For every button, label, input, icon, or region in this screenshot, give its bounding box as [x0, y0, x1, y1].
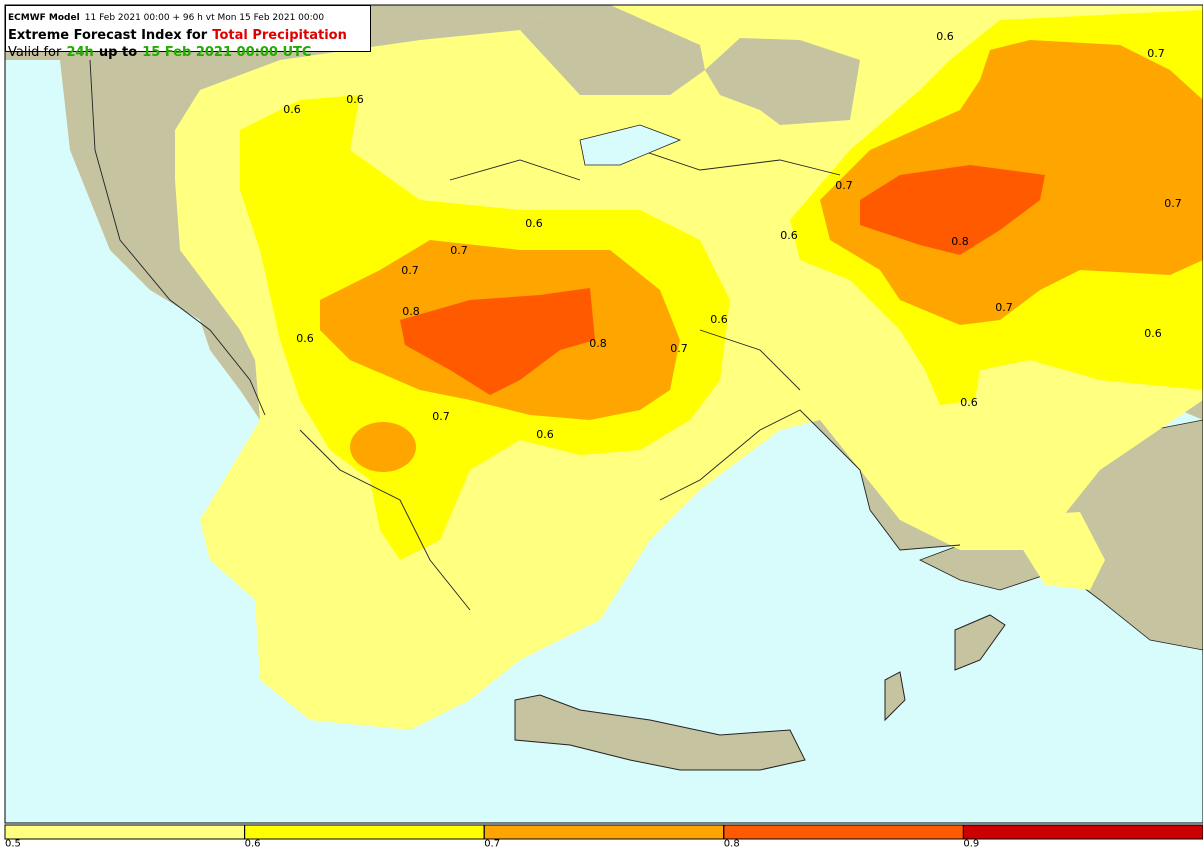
efi-0.8 — [400, 288, 595, 395]
colorbar-label: 0.7 — [484, 838, 500, 849]
colorbar-label: 0.6 — [245, 838, 261, 849]
contour-label: 0.7 — [995, 301, 1013, 314]
colorbar-label: 0.9 — [963, 838, 979, 849]
colorbar: 0.5 0.6 0.7 0.8 0.9 — [4, 824, 1203, 849]
land — [520, 5, 705, 95]
contour-label: 0.6 — [296, 332, 314, 345]
contour-label: 0.8 — [589, 337, 607, 350]
run: 11 Feb 2021 00:00 + 96 h vt Mon 15 Feb 2… — [84, 13, 325, 23]
contour-label: 0.6 — [1144, 327, 1162, 340]
contour-label: 0.7 — [450, 244, 468, 257]
crete — [514, 694, 806, 771]
valid-time: 15 Feb 2021 00:00 UTC — [142, 45, 312, 60]
title-prefix: Extreme Forecast Index for — [8, 28, 208, 43]
model: ECMWF Model — [8, 13, 80, 23]
efi-0.8 — [860, 165, 1045, 255]
colorbar-band — [4, 824, 246, 840]
contour-label: 0.7 — [835, 179, 853, 192]
contour-label: 0.6 — [960, 396, 978, 409]
parameter: Total Precipitation — [212, 28, 347, 43]
contour-labels: 0.6 0.7 0.6 0.6 0.7 0.7 0.6 0.7 0.6 0.8 0.7 0.8 0.7 0… — [283, 30, 1182, 441]
contour-label: 0.6 — [936, 30, 954, 43]
contour-label: 0.6 — [536, 428, 554, 441]
contour-label: 0.8 — [402, 305, 420, 318]
sea-inlet — [579, 124, 682, 166]
contour-label: 0.8 — [951, 235, 969, 248]
island — [954, 614, 1006, 671]
land — [705, 38, 860, 125]
contour-label: 0.6 — [525, 217, 543, 230]
up-to: up to — [98, 45, 138, 60]
contour-label: 0.6 — [283, 103, 301, 116]
colorbar-band — [962, 824, 1203, 840]
contour-label: 0.6 — [780, 229, 798, 242]
contour-label: 0.6 — [710, 313, 728, 326]
contour-label: 0.7 — [1164, 197, 1182, 210]
efi-0.7 — [350, 422, 416, 472]
colorbar-band — [244, 824, 485, 840]
period: 24h — [66, 45, 94, 60]
contour-label: 0.7 — [1147, 47, 1165, 60]
colorbar-label: 0.8 — [724, 838, 740, 849]
frame — [4, 4, 1203, 824]
valid-prefix: Valid for — [8, 45, 62, 60]
island — [884, 671, 906, 722]
colorbar-band — [483, 824, 725, 840]
contour-label: 0.7 — [670, 342, 688, 355]
efi-0.5 — [1020, 512, 1105, 590]
colorbar-label: 0.5 — [5, 838, 21, 849]
contour-label: 0.6 — [346, 93, 364, 106]
contour-label: 0.7 — [432, 410, 450, 423]
coastline — [89, 59, 961, 611]
contour-label: 0.7 — [401, 264, 419, 277]
colorbar-band — [723, 824, 964, 840]
header: ECMWF Model 11 Feb 2021 00:00 + 96 h vt … — [5, 5, 371, 60]
